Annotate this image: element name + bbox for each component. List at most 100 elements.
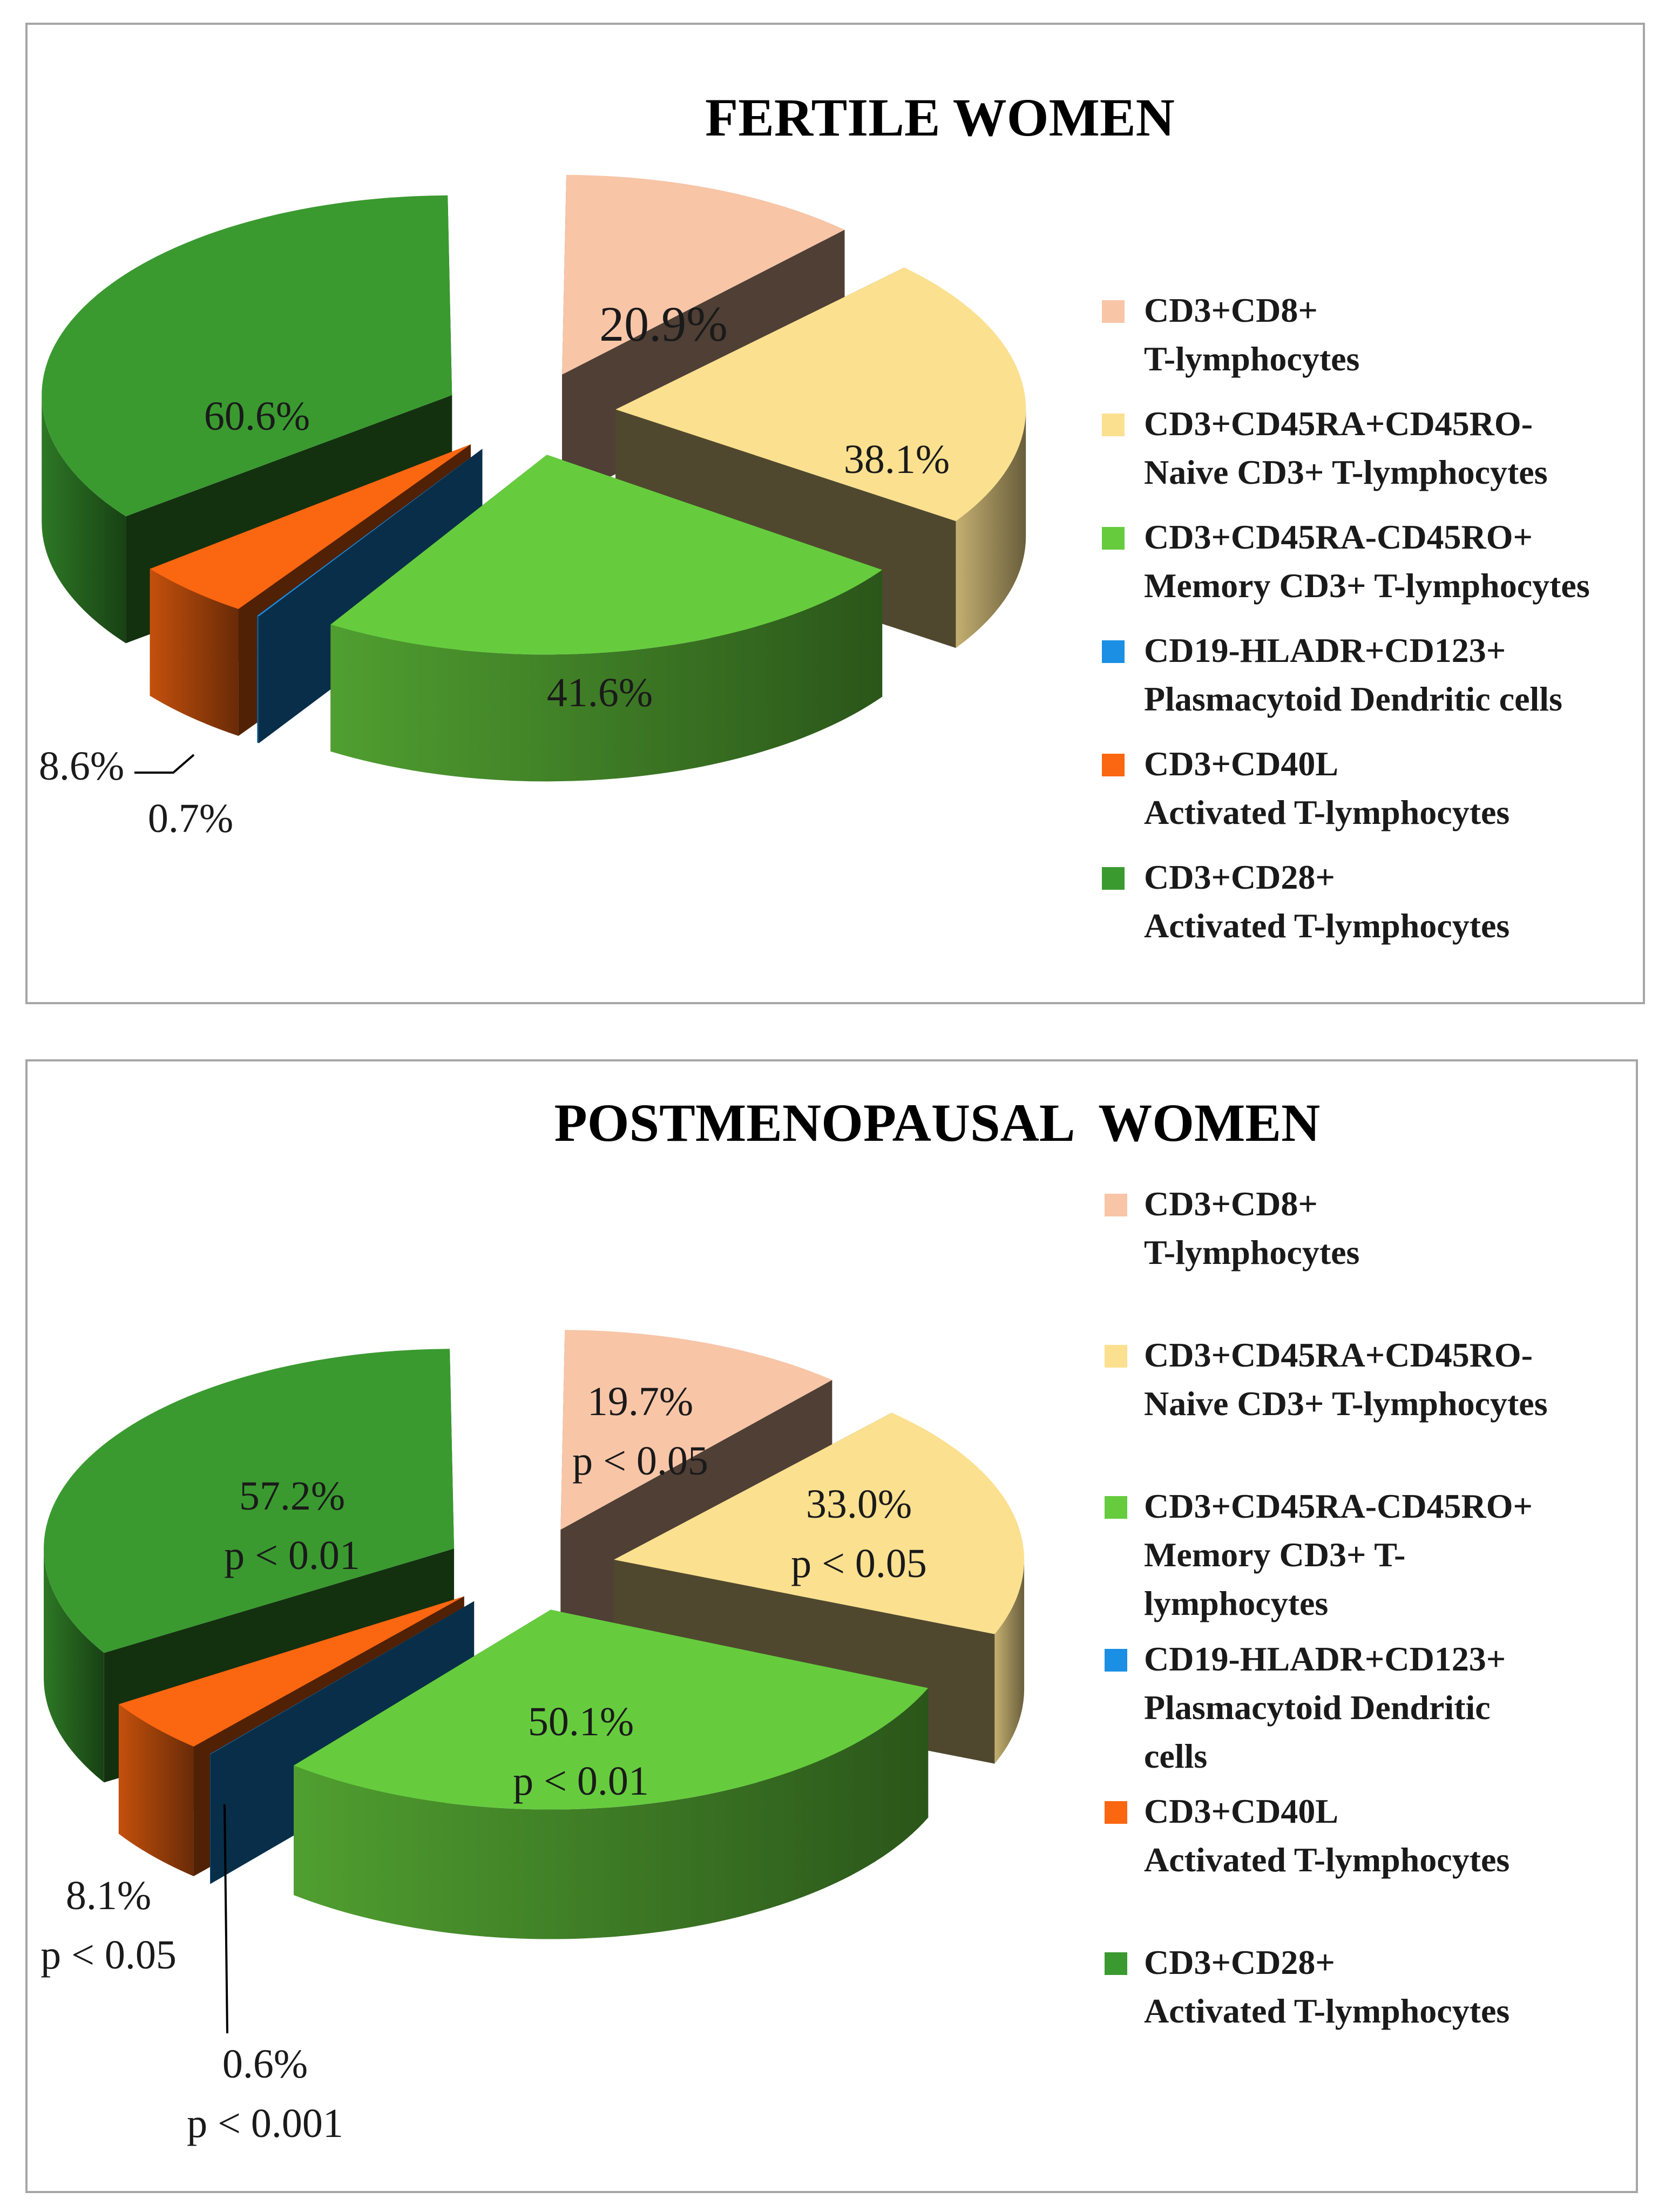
legend-label: CD3+CD28+ Activated T-lymphocytes	[1144, 1943, 1509, 2030]
value-label: 41.6%	[547, 670, 653, 715]
value-label: 8.1%	[66, 1873, 151, 1918]
chart-panel-postmenopausal: POSTMENOPAUSAL WOMEN 19.7% p < 0.05 33.0% p…	[25, 1059, 1638, 2193]
data-label-cd28: 60.6%	[204, 394, 310, 439]
legend-swatch	[1102, 867, 1125, 890]
legend-line: CD3+CD45RA-CD45RO+	[1144, 518, 1533, 556]
slice-top	[118, 1596, 464, 1747]
slice-top	[560, 1330, 832, 1530]
legend-label: CD3+CD8+ T-lymphocytes	[1144, 291, 1359, 378]
legend-line: cells	[1144, 1737, 1207, 1775]
legend-line: CD3+CD8+	[1144, 291, 1318, 329]
slice-side	[956, 409, 1026, 648]
slice-top	[150, 444, 471, 609]
legend-item-naive: CD3+CD45RA+CD45RO- Naive CD3+ T-lymphocyt…	[1102, 404, 1548, 491]
legend-item-cd40l: CD3+CD40L Activated T-lymphocytes	[1102, 745, 1509, 831]
legend-item-cd8: CD3+CD8+ T-lymphocytes	[1105, 1185, 1359, 1271]
legend: CD3+CD8+ T-lymphocytes CD3+CD45RA+CD45RO- N…	[1102, 291, 1590, 945]
data-label-cd40l: 8.6%	[39, 743, 124, 789]
value-label: 57.2%	[239, 1473, 345, 1519]
legend-swatch	[1105, 1649, 1127, 1672]
slice-top	[42, 195, 452, 517]
value-label: 50.1%	[528, 1699, 634, 1744]
legend-line: CD3+CD45RA+CD45RO-	[1144, 1336, 1533, 1374]
legend-item-pdc: CD19-HLADR+CD123+ Plasmacytoid Dendritic …	[1102, 631, 1562, 718]
slice-side	[994, 1559, 1025, 1764]
data-label-pdc: 0.6% p < 0.001	[187, 2041, 343, 2146]
legend-item-pdc: CD19-HLADR+CD123+ Plasmacytoid Dendritic c…	[1105, 1640, 1506, 1775]
p-value-label: p < 0.05	[40, 1932, 177, 1978]
value-label: 0.6%	[222, 2041, 308, 2087]
legend-swatch	[1105, 1194, 1127, 1216]
slice-top	[615, 267, 1026, 522]
legend-item-memory: CD3+CD45RA-CD45RO+ Memory CD3+ T-lymphocy…	[1102, 518, 1590, 605]
legend-label: CD3+CD45RA-CD45RO+ Memory CD3+ T-lymphocy…	[1144, 1487, 1533, 1622]
data-label-cd40l: 8.1% p < 0.05	[40, 1873, 177, 1978]
legend-label: CD3+CD45RA+CD45RO- Naive CD3+ T-lymphocyt…	[1144, 1336, 1548, 1423]
legend-line: Activated T-lymphocytes	[1144, 793, 1509, 831]
p-value-label: p < 0.05	[791, 1541, 927, 1586]
slice-side	[150, 569, 239, 736]
slice-side	[210, 1754, 211, 1884]
value-label: 60.6%	[204, 394, 310, 439]
value-label: 19.7%	[587, 1379, 693, 1424]
slice-memory	[294, 1609, 929, 1939]
legend-line: Plasmacytoid Dendritic	[1144, 1688, 1491, 1727]
legend-line: CD3+CD8+	[1144, 1185, 1318, 1223]
legend-item-cd8: CD3+CD8+ T-lymphocytes	[1102, 291, 1359, 378]
legend-line: Naive CD3+ T-lymphocytes	[1144, 1384, 1548, 1423]
value-label: 20.9%	[599, 296, 728, 351]
slice-top	[562, 174, 845, 375]
legend-label: CD19-HLADR+CD123+ Plasmacytoid Dendritic …	[1144, 631, 1562, 718]
legend-line: Activated T-lymphocytes	[1144, 1992, 1509, 2030]
legend-item-naive: CD3+CD45RA+CD45RO- Naive CD3+ T-lymphocyt…	[1105, 1336, 1548, 1423]
leader-line-pdc	[224, 1804, 228, 2034]
legend-line: CD3+CD40L	[1144, 1792, 1338, 1830]
legend-line: CD3+CD28+	[1144, 858, 1335, 896]
legend-line: Naive CD3+ T-lymphocytes	[1144, 453, 1548, 491]
slice-top	[614, 1412, 1025, 1634]
slice-side	[44, 1548, 104, 1783]
data-label-naive: 33.0% p < 0.05	[791, 1482, 927, 1586]
legend-swatch	[1105, 1496, 1127, 1519]
data-label-cd28: 57.2% p < 0.01	[224, 1473, 360, 1578]
legend-line: T-lymphocytes	[1144, 340, 1359, 378]
legend-swatch	[1105, 1801, 1127, 1824]
data-labels: 19.7% p < 0.05 33.0% p < 0.05 50.1% p < 0.01 0…	[40, 1379, 927, 2146]
postmenopausal-chart-svg: POSTMENOPAUSAL WOMEN 19.7% p < 0.05 33.0% p…	[40, 1093, 1548, 2146]
legend-label: CD3+CD40L Activated T-lymphocytes	[1144, 745, 1509, 831]
data-label-naive: 38.1%	[844, 437, 950, 482]
legend: CD3+CD8+ T-lymphocytes CD3+CD45RA+CD45RO- N…	[1105, 1185, 1548, 2030]
legend-swatch	[1102, 527, 1125, 550]
data-label-pdc: 0.7%	[148, 796, 233, 841]
slice-side	[294, 1688, 929, 1939]
chart-title: FERTILE WOMEN	[705, 87, 1175, 147]
data-label-memory: 50.1% p < 0.01	[513, 1699, 649, 1804]
legend-item-cd28: CD3+CD28+ Activated T-lymphocytes	[1102, 858, 1509, 945]
legend-line: lymphocytes	[1144, 1584, 1328, 1622]
legend-swatch	[1102, 640, 1125, 663]
chart-panel-fertile: FERTILE WOMEN 20.9% 38.1% 41.6% 0.7% 8.6% 60.…	[25, 23, 1645, 1004]
data-label-cd8: 19.7% p < 0.05	[572, 1379, 708, 1484]
p-value-label: p < 0.01	[513, 1758, 649, 1804]
legend-label: CD3+CD45RA-CD45RO+ Memory CD3+ T-lymphocy…	[1144, 518, 1590, 605]
legend-swatch	[1102, 754, 1125, 776]
chart-title: POSTMENOPAUSAL WOMEN	[554, 1093, 1321, 1153]
slice-memory	[330, 455, 883, 782]
slice-top	[44, 1349, 455, 1653]
value-label: 33.0%	[806, 1482, 912, 1527]
legend-line: Plasmacytoid Dendritic cells	[1144, 680, 1562, 718]
legend-line: Memory CD3+ T-lymphocytes	[1144, 566, 1590, 605]
slice-top	[210, 1601, 475, 1755]
slice-side	[118, 1704, 194, 1876]
legend-line: CD19-HLADR+CD123+	[1144, 1640, 1506, 1678]
legend-swatch	[1102, 300, 1125, 323]
legend-item-memory: CD3+CD45RA-CD45RO+ Memory CD3+ T-lymphocy…	[1105, 1487, 1533, 1622]
data-label-cd8: 20.9%	[599, 296, 728, 351]
fertile-chart-svg: FERTILE WOMEN 20.9% 38.1% 41.6% 0.7% 8.6% 60.…	[39, 87, 1590, 945]
legend-line: CD19-HLADR+CD123+	[1144, 631, 1506, 669]
slice-top	[330, 455, 883, 655]
value-label: 8.6%	[39, 743, 124, 789]
slice-top	[257, 449, 483, 617]
p-value-label: p < 0.001	[187, 2101, 343, 2146]
slice-top	[294, 1609, 929, 1810]
